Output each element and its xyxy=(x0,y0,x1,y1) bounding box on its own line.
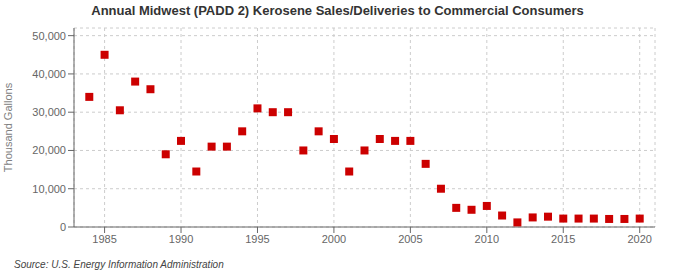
svg-text:2005: 2005 xyxy=(398,233,422,245)
svg-text:2000: 2000 xyxy=(322,233,346,245)
svg-text:Thousand Gallons: Thousand Gallons xyxy=(8,82,14,172)
svg-text:0: 0 xyxy=(60,221,66,233)
svg-text:2020: 2020 xyxy=(627,233,651,245)
html-text:Source: U.S. Energy Informatio: Source: U.S. Energy Information Administ… xyxy=(14,259,224,270)
svg-text:1995: 1995 xyxy=(245,233,269,245)
html-text:Annual Midwest (PADD 2) Kerose: Annual Midwest (PADD 2) Kerosene Sales/D… xyxy=(91,3,584,18)
svg-text:2010: 2010 xyxy=(475,233,499,245)
svg-text:40,000: 40,000 xyxy=(32,68,66,80)
svg-text:30,000: 30,000 xyxy=(32,106,66,118)
svg-text:10,000: 10,000 xyxy=(32,183,66,195)
svg-text:2015: 2015 xyxy=(551,233,575,245)
svg-text:50,000: 50,000 xyxy=(32,30,66,42)
svg-text:1990: 1990 xyxy=(169,233,193,245)
svg-text:20,000: 20,000 xyxy=(32,144,66,156)
svg-text:1985: 1985 xyxy=(92,233,116,245)
